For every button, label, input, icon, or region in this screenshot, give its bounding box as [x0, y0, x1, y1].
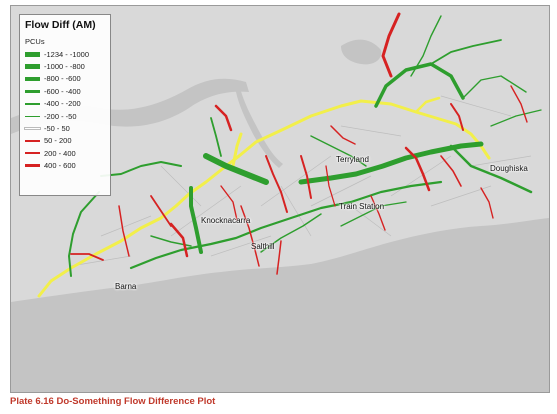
legend-label: 50 - 200 — [44, 136, 72, 146]
bay-inlet — [299, 264, 336, 305]
legend-item: -200 - -50 — [25, 110, 105, 122]
network-link — [265, 155, 288, 213]
network-link — [310, 135, 367, 167]
network-link — [276, 240, 282, 275]
figure-caption: Plate 6.16 Do-Something Flow Difference … — [10, 396, 216, 407]
legend-swatch — [25, 64, 40, 69]
place-label-knocknacarra: Knocknacarra — [201, 216, 251, 225]
network-link — [330, 125, 356, 145]
legend: Flow Diff (AM) PCUs -1234 - -1000 -1000 -… — [19, 14, 111, 196]
legend-swatch — [25, 51, 40, 57]
legend-item: -600 - -400 — [25, 85, 105, 97]
legend-item: -1234 - -1000 — [25, 48, 105, 60]
network-link — [169, 222, 189, 258]
network-link — [68, 191, 100, 277]
legend-label: -200 - -50 — [44, 111, 77, 121]
network-link — [440, 155, 462, 187]
lough — [341, 39, 382, 65]
legend-label: -600 - -400 — [44, 86, 81, 96]
map-canvas[interactable] — [11, 6, 549, 392]
minor-streets — [70, 95, 532, 267]
network-link — [129, 180, 443, 270]
network-link — [480, 187, 494, 219]
network-link — [510, 85, 528, 123]
legend-label: 200 - 400 — [44, 148, 76, 158]
legend-swatch — [25, 102, 40, 105]
legend-label: -50 - 50 — [44, 124, 70, 134]
network-link — [300, 155, 312, 199]
legend-swatch — [25, 90, 40, 93]
galway-bay — [11, 218, 549, 392]
network-link — [189, 186, 203, 254]
network-link — [203, 153, 269, 185]
network-link — [462, 75, 527, 99]
legend-swatch — [24, 127, 41, 131]
network-link — [490, 109, 542, 127]
network-link — [70, 253, 104, 261]
legend-item: 50 - 200 — [25, 135, 105, 147]
network-link — [374, 62, 465, 108]
network-link — [220, 185, 238, 221]
legend-label: 400 - 600 — [44, 161, 76, 171]
legend-item: 400 - 600 — [25, 160, 105, 172]
place-label-salthill: Salthill — [251, 242, 275, 251]
legend-swatch — [25, 115, 40, 117]
network-link — [410, 15, 442, 77]
network-link — [325, 165, 336, 207]
network-link — [450, 103, 464, 131]
place-label-doughiska: Doughiska — [490, 164, 528, 173]
place-label-terryland: Terryland — [336, 155, 369, 164]
network-link — [298, 141, 484, 185]
network-link — [381, 12, 401, 78]
legend-label: -1000 - -800 — [44, 62, 85, 72]
place-label-train-station: Train Station — [339, 202, 385, 211]
flow-network — [37, 12, 542, 298]
legend-label: -1234 - -1000 — [44, 49, 90, 59]
network-link — [100, 161, 182, 177]
legend-title: Flow Diff (AM) — [25, 19, 96, 31]
network-link — [37, 99, 491, 298]
network-link — [260, 213, 322, 253]
legend-label: -800 - -600 — [44, 74, 81, 84]
place-label-barna: Barna — [115, 282, 137, 291]
network-link — [210, 117, 222, 157]
legend-swatch — [25, 164, 40, 168]
legend-item: -50 - 50 — [24, 122, 105, 134]
river-corrib — [235, 84, 283, 168]
network-link — [404, 146, 431, 192]
legend-item: -400 - -200 — [25, 98, 105, 110]
network-link — [340, 201, 407, 227]
network-link — [231, 132, 243, 168]
network-link — [414, 96, 441, 114]
network-link — [118, 205, 130, 257]
legend-item: -800 - -600 — [25, 73, 105, 85]
legend-label: -400 - -200 — [44, 99, 81, 109]
legend-swatch — [25, 140, 40, 142]
network-link — [214, 104, 233, 132]
legend-unit: PCUs — [25, 37, 45, 46]
legend-item: 200 - 400 — [25, 147, 105, 159]
network-link — [150, 195, 172, 227]
network-link — [240, 205, 260, 267]
legend-items: -1234 - -1000 -1000 - -800 -800 - -600 -600… — [24, 48, 105, 172]
network-link — [430, 39, 502, 65]
legend-swatch — [25, 152, 40, 155]
legend-swatch — [25, 77, 40, 81]
network-link — [449, 144, 533, 194]
legend-item: -1000 - -800 — [25, 60, 105, 72]
network-link — [370, 195, 386, 231]
map-frame: Flow Diff (AM) PCUs -1234 - -1000 -1000 -… — [10, 5, 550, 393]
